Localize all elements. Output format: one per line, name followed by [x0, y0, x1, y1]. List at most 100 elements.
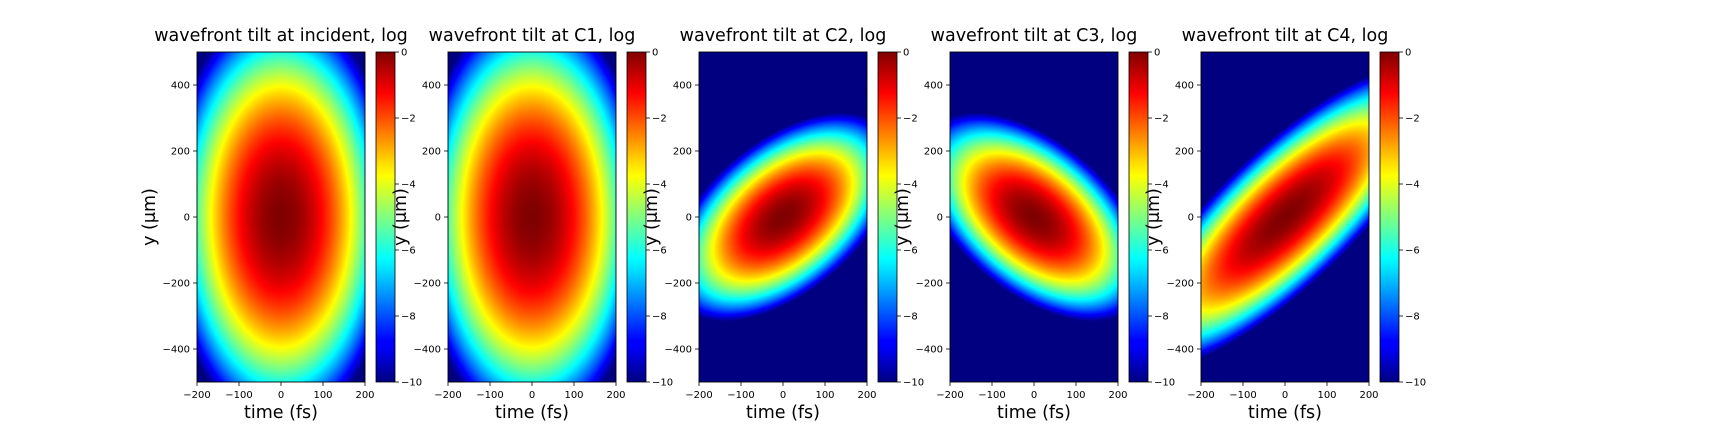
x-tick-label: −100: [476, 390, 503, 401]
colorbar-tick-label: −6: [401, 246, 416, 257]
colorbar: [1379, 51, 1400, 383]
colorbar-tick-label: 0: [1405, 48, 1411, 59]
y-axis-label: y (μm): [1144, 188, 1164, 246]
y-tick-label: −200: [916, 279, 943, 290]
y-axis-label: y (μm): [391, 188, 411, 246]
x-tick-label: −100: [978, 390, 1005, 401]
colorbar-tick-label: −4: [1154, 180, 1169, 191]
colorbar-tick-label: −4: [1405, 180, 1420, 191]
panel-title: wavefront tilt at C3, log: [931, 26, 1138, 46]
y-tick-label: 400: [171, 81, 190, 92]
colorbar-tick-label: −10: [903, 378, 924, 389]
y-tick-label: 400: [924, 81, 943, 92]
x-axis-label: time (fs): [244, 403, 318, 423]
x-tick-label: −100: [1229, 390, 1256, 401]
y-tick-label: −200: [163, 279, 190, 290]
y-tick-label: −400: [414, 345, 441, 356]
colorbar-tick-label: −10: [401, 378, 422, 389]
colorbar-tick-label: −8: [1405, 312, 1420, 323]
y-tick-label: 0: [435, 213, 441, 224]
heatmap-image: [950, 52, 1118, 382]
y-tick-label: 400: [422, 81, 441, 92]
panel-5: wavefront tilt at C4, log−200 −100 0 100 200…: [1144, 26, 1426, 423]
heatmap-image: [699, 52, 867, 382]
x-tick-label: −100: [225, 390, 252, 401]
x-tick-label: 100: [1066, 390, 1085, 401]
colorbar: [1128, 51, 1149, 383]
panel-1: wavefront tilt at incident, log−200 −100 0…: [140, 26, 422, 423]
y-tick-label: −400: [665, 345, 692, 356]
x-tick-label: −100: [727, 390, 754, 401]
y-tick-label: 0: [1188, 213, 1194, 224]
y-tick-label: 200: [673, 147, 692, 158]
colorbar-tick-label: −6: [652, 246, 667, 257]
panel-4: wavefront tilt at C3, log−200 −100 0 100 200…: [893, 26, 1175, 423]
colorbar-tick-label: −8: [401, 312, 416, 323]
x-tick-label: −200: [183, 390, 210, 401]
colorbar-tick-label: 0: [1154, 48, 1160, 59]
y-tick-label: 200: [924, 147, 943, 158]
panel-title: wavefront tilt at C1, log: [429, 26, 636, 46]
x-tick-label: −200: [936, 390, 963, 401]
colorbar-tick-label: 0: [401, 48, 407, 59]
x-tick-label: 100: [1317, 390, 1336, 401]
colorbar-tick-label: −6: [903, 246, 918, 257]
panel-3: wavefront tilt at C2, log−200 −100 0 100 200…: [642, 26, 924, 423]
panel-title: wavefront tilt at incident, log: [154, 26, 408, 46]
x-tick-label: −200: [1187, 390, 1214, 401]
panel-title: wavefront tilt at C4, log: [1182, 26, 1389, 46]
panel-title: wavefront tilt at C2, log: [680, 26, 887, 46]
colorbar-tick-label: −8: [1154, 312, 1169, 323]
x-tick-label: 0: [1031, 390, 1037, 401]
y-axis-label: y (μm): [893, 188, 913, 246]
y-tick-label: 0: [686, 213, 692, 224]
y-tick-label: −200: [1167, 279, 1194, 290]
colorbar-tick-label: −4: [401, 180, 416, 191]
colorbar-tick-label: −2: [652, 114, 667, 125]
colorbar-tick-label: 0: [652, 48, 658, 59]
y-tick-label: 0: [937, 213, 943, 224]
colorbar-tick-label: −2: [1154, 114, 1169, 125]
x-tick-label: 0: [278, 390, 284, 401]
colorbar-tick-label: −4: [903, 180, 918, 191]
x-tick-label: 200: [1359, 390, 1378, 401]
y-tick-label: −200: [665, 279, 692, 290]
heatmap-image: [1201, 52, 1369, 382]
y-tick-label: 200: [1175, 147, 1194, 158]
colorbar-tick-label: −4: [652, 180, 667, 191]
x-tick-label: 200: [1108, 390, 1127, 401]
colorbar-tick-label: −10: [652, 378, 673, 389]
x-axis-label: time (fs): [495, 403, 569, 423]
x-tick-label: 100: [815, 390, 834, 401]
colorbar: [626, 51, 647, 383]
x-tick-label: 200: [606, 390, 625, 401]
colorbar-tick-label: −2: [1405, 114, 1420, 125]
colorbar: [877, 51, 898, 383]
x-axis-label: time (fs): [746, 403, 820, 423]
y-tick-label: 400: [673, 81, 692, 92]
x-tick-label: 0: [1282, 390, 1288, 401]
y-tick-label: 200: [171, 147, 190, 158]
y-tick-label: 0: [184, 213, 190, 224]
x-tick-label: 100: [564, 390, 583, 401]
y-tick-label: −200: [414, 279, 441, 290]
heatmap-image: [448, 52, 616, 382]
x-tick-label: −200: [685, 390, 712, 401]
x-tick-label: 200: [857, 390, 876, 401]
y-tick-label: 400: [1175, 81, 1194, 92]
y-tick-label: 200: [422, 147, 441, 158]
colorbar-tick-label: −2: [903, 114, 918, 125]
heatmap-image: [197, 52, 365, 382]
colorbar-tick-label: −6: [1405, 246, 1420, 257]
x-tick-label: −200: [434, 390, 461, 401]
y-axis-label: y (μm): [642, 188, 662, 246]
colorbar-tick-label: −10: [1154, 378, 1175, 389]
colorbar-tick-label: −6: [1154, 246, 1169, 257]
x-tick-label: 0: [780, 390, 786, 401]
x-axis-label: time (fs): [997, 403, 1071, 423]
colorbar-tick-label: −8: [652, 312, 667, 323]
y-tick-label: −400: [1167, 345, 1194, 356]
y-tick-label: −400: [163, 345, 190, 356]
y-tick-label: −400: [916, 345, 943, 356]
